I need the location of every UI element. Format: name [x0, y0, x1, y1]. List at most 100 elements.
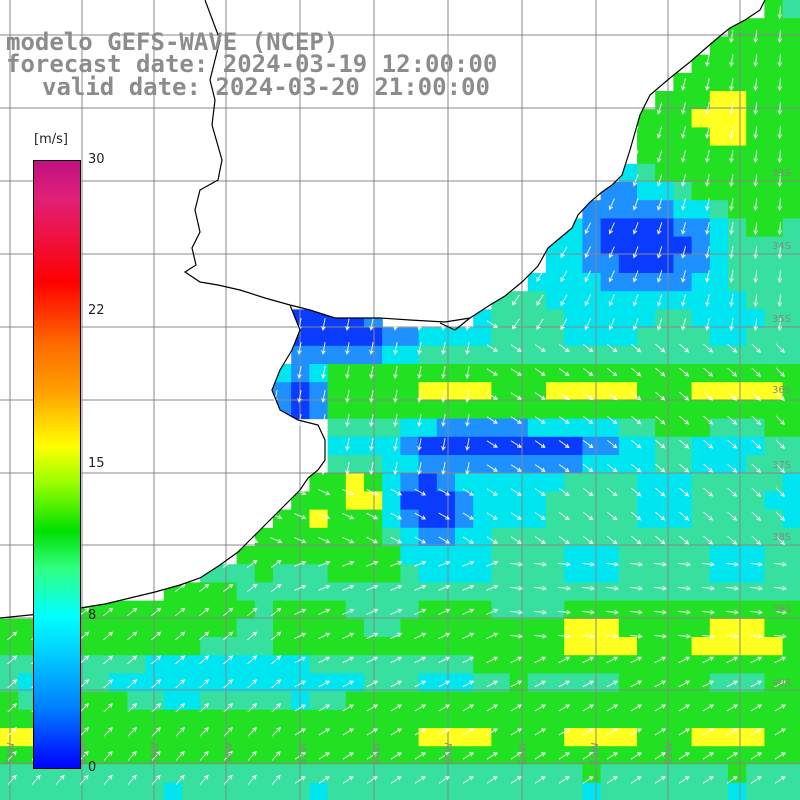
- wind-speed-cell: [364, 546, 383, 565]
- wind-speed-cell: [418, 618, 438, 638]
- wind-speed-cell: [364, 564, 383, 583]
- wind-speed-cell: [728, 618, 747, 638]
- wind-arrow: [773, 609, 787, 615]
- wind-arrow: [584, 318, 592, 331]
- wind-speed-cell: [382, 546, 401, 565]
- wind-speed-cell: [418, 564, 438, 583]
- wind-speed-cell: [327, 364, 347, 383]
- wind-arrow: [345, 414, 350, 427]
- wind-speed-cell: [546, 382, 565, 401]
- wind-speed-cell: [618, 673, 638, 693]
- wind-arrow: [345, 318, 350, 331]
- wind-speed-cell: [509, 691, 529, 711]
- wind-arrow: [753, 317, 758, 331]
- wind-speed-cell: [546, 309, 565, 329]
- wind-speed-cell: [345, 364, 365, 383]
- wind-speed-cell: [600, 455, 620, 474]
- wind-speed-cell: [291, 582, 310, 602]
- wind-speed-cell: [273, 691, 292, 711]
- wind-arrow: [270, 537, 283, 544]
- wind-arrow: [510, 344, 522, 352]
- wind-speed-cell: [418, 473, 438, 492]
- wind-speed-cell: [728, 491, 747, 511]
- wind-speed-cell: [728, 582, 747, 602]
- wind-speed-cell: [309, 400, 329, 420]
- wind-arrow: [534, 728, 546, 736]
- wind-speed-cell: [673, 436, 693, 456]
- wind-speed-cell: [109, 637, 128, 656]
- wind-speed-cell: [236, 673, 256, 693]
- wind-arrow: [486, 464, 498, 472]
- wind-arrow: [151, 655, 162, 665]
- wind-arrow: [509, 561, 523, 567]
- wind-speed-cell: [18, 637, 37, 656]
- wind-speed-cell: [655, 291, 674, 310]
- wind-arrow: [414, 656, 427, 664]
- wind-speed-cell: [673, 182, 693, 201]
- wind-speed-cell: [618, 600, 638, 620]
- wind-speed-cell: [546, 491, 565, 511]
- wind-speed-cell: [728, 746, 747, 765]
- wind-speed-cell: [618, 564, 638, 583]
- wind-arrow: [271, 727, 281, 737]
- wind-speed-cell: [509, 418, 529, 438]
- wind-arrows: [7, 5, 787, 785]
- wind-speed-cell: [127, 764, 147, 784]
- wind-speed-cell: [546, 582, 565, 602]
- wind-speed-cell: [291, 728, 310, 747]
- wind-speed-cell: [400, 364, 420, 383]
- wind-speed-cell: [364, 637, 383, 656]
- wind-speed-cell: [637, 473, 656, 492]
- wind-speed-cell: [91, 782, 110, 800]
- wind-speed-cell: [782, 546, 800, 565]
- wind-arrow: [729, 318, 734, 331]
- wind-speed-cell: [764, 91, 784, 110]
- wind-speed-cell: [345, 527, 365, 547]
- wind-speed-cell: [582, 327, 602, 347]
- wind-speed-cell: [764, 600, 784, 620]
- wind-speed-cell: [691, 582, 711, 602]
- wind-speed-cell: [382, 564, 401, 583]
- wind-speed-cell: [709, 418, 729, 438]
- wind-speed-cell: [637, 728, 656, 747]
- wind-arrow: [271, 607, 282, 617]
- wind-arrow: [558, 536, 570, 545]
- wind-speed-cell: [309, 746, 329, 765]
- wind-speed-cell: [764, 455, 784, 474]
- wind-arrow: [558, 392, 570, 401]
- wind-speed-cell: [527, 582, 547, 602]
- wind-speed-cell: [291, 491, 310, 511]
- wind-speed-cell: [0, 655, 19, 674]
- wind-speed-cell: [364, 345, 383, 365]
- wind-speed-cell: [673, 236, 693, 256]
- wind-arrow: [729, 78, 734, 91]
- wind-speed-cell: [782, 509, 800, 529]
- wind-speed-cell: [746, 236, 765, 256]
- wind-arrow: [271, 679, 282, 689]
- wind-arrow: [655, 487, 666, 497]
- wind-speed-cell: [345, 600, 365, 620]
- wind-arrow: [318, 489, 331, 496]
- wind-speed-cell: [109, 618, 128, 638]
- wind-speed-cell: [764, 618, 784, 638]
- wind-speed-cell: [273, 655, 292, 674]
- wind-arrow: [438, 536, 451, 544]
- wind-arrow: [725, 633, 739, 639]
- wind-speed-cell: [145, 782, 165, 800]
- wind-arrow: [271, 750, 281, 761]
- wind-arrow: [175, 774, 185, 785]
- wind-speed-cell: [455, 709, 474, 729]
- wind-speed-cell: [546, 564, 565, 583]
- wind-speed-cell: [600, 673, 620, 693]
- wind-arrow: [751, 463, 761, 473]
- wind-arrow: [653, 561, 667, 567]
- wind-speed-cell: [709, 455, 729, 474]
- wind-speed-cell: [418, 673, 438, 693]
- wind-speed-cell: [673, 218, 693, 238]
- wind-arrow: [681, 150, 686, 163]
- wind-arrow: [223, 774, 233, 785]
- wind-speed-cell: [364, 709, 383, 729]
- wind-speed-cell: [182, 582, 201, 602]
- wind-arrow: [393, 438, 398, 451]
- wind-arrow: [510, 536, 522, 544]
